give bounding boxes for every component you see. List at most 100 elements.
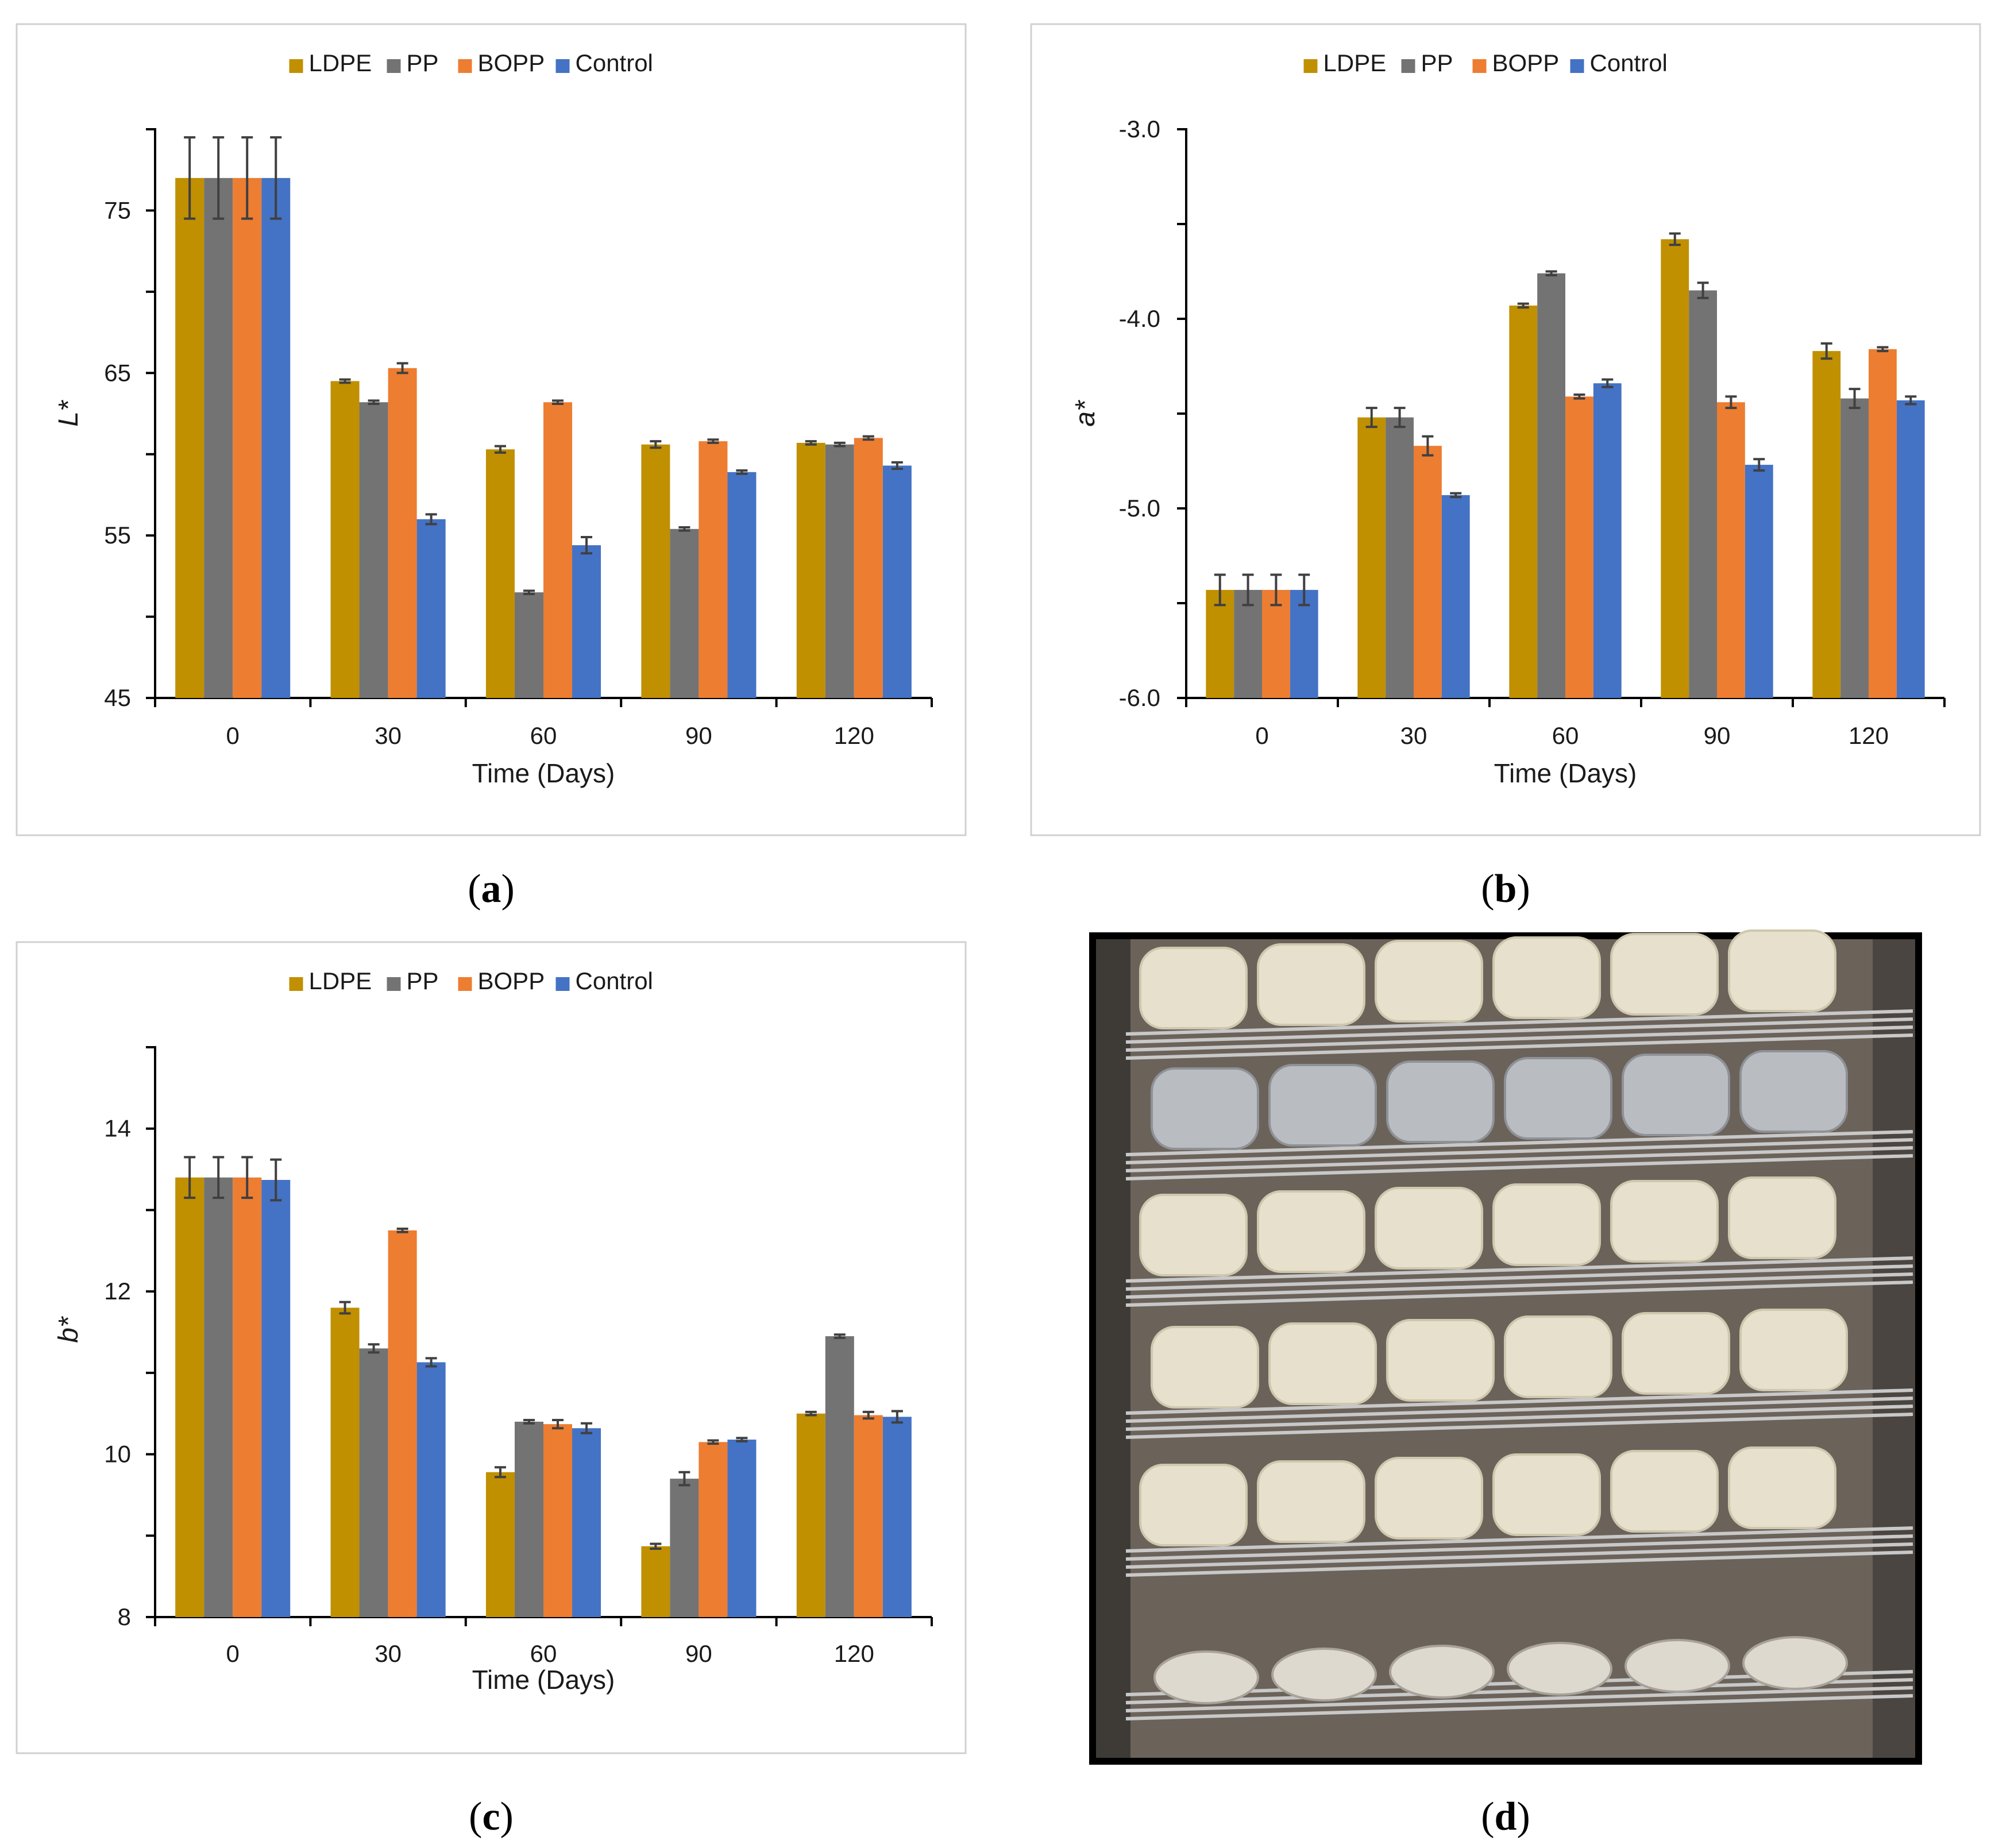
bar-c-control-0: [261, 1179, 291, 1617]
bar-b-control-30: [1441, 495, 1470, 698]
sample-bag: [1492, 1453, 1601, 1536]
bar-a-pp-0: [204, 178, 233, 698]
sample-bag: [1610, 1450, 1719, 1533]
legend-label-ldpe: LDPE: [309, 49, 372, 76]
chart-b-y-title: a*: [1070, 400, 1101, 427]
sample-bag: [1375, 940, 1483, 1023]
chart-c-y-tick-label: 12: [104, 1278, 131, 1305]
rack-wire: [1125, 1009, 1913, 1036]
bar-a-pp-30: [359, 402, 388, 698]
bar-b-pp-120: [1840, 398, 1869, 698]
chart-c-x-title: Time (Days): [472, 1665, 615, 1695]
legend-label-pp: PP: [407, 967, 439, 994]
legend-label-pp: PP: [1421, 49, 1453, 76]
rack-wire: [1125, 1272, 1913, 1299]
legend-label-bopp: BOPP: [478, 967, 545, 994]
error-bar: [833, 1333, 846, 1339]
legend-label-bopp: BOPP: [478, 49, 545, 76]
bar-a-bopp-90: [699, 441, 728, 698]
rack-wire: [1125, 1033, 1913, 1060]
error-bar: [736, 469, 748, 475]
error-bar: [494, 1466, 506, 1479]
chart-a-x-tick-label: 90: [685, 722, 712, 749]
bar-b-ldpe-90: [1661, 239, 1689, 698]
error-bar: [1214, 573, 1226, 607]
sample-bag: [1739, 1309, 1848, 1391]
chart-c-x-tick-label: 60: [530, 1640, 557, 1667]
error-bar: [1365, 407, 1377, 429]
legend-label-ldpe: LDPE: [1323, 49, 1387, 76]
error-bar: [1820, 342, 1832, 360]
chart-a-y-tick-label: 75: [104, 196, 131, 223]
bar-b-control-60: [1593, 383, 1622, 698]
rack-wire: [1125, 1017, 1913, 1044]
bar-b-control-120: [1896, 400, 1925, 698]
bar-c-pp-30: [359, 1348, 388, 1617]
rack-wire: [1125, 1146, 1913, 1172]
rack-wire: [1125, 1550, 1913, 1577]
bar-c-pp-0: [204, 1177, 233, 1617]
error-bar: [339, 1301, 351, 1315]
sample-bag: [1139, 1464, 1248, 1546]
sample-bag: [1257, 1460, 1365, 1543]
sample-bag: [1504, 1057, 1612, 1140]
chart-b-y-tick-label: -5.0: [1119, 495, 1160, 522]
sample-bag: [1728, 1176, 1836, 1259]
chart-b-y-tick-label: -4.0: [1119, 305, 1160, 332]
legend-swatch-pp: [387, 977, 401, 991]
bar-a-ldpe-0: [175, 178, 204, 698]
error-bar: [581, 1422, 593, 1434]
chart-panel-a: LDPE PP BOPP Control 45 55 65 75 0 30 60 90 120 Time …: [16, 23, 967, 836]
error-bar: [494, 445, 506, 454]
chart-b-x-tick-label: 60: [1552, 722, 1579, 749]
chart-c-x-tick-label: 90: [685, 1640, 712, 1667]
legend-swatch-control: [555, 977, 570, 991]
chart-c-x-tick-label: 0: [226, 1640, 240, 1667]
rack-wire: [1125, 1154, 1913, 1180]
error-bar: [425, 513, 437, 526]
error-bar: [678, 1471, 690, 1487]
chart-c-y-title: b*: [53, 1316, 84, 1343]
chart-b-y-tick-label: -3.0: [1119, 115, 1160, 142]
bar-c-pp-90: [670, 1479, 699, 1617]
photo-panel-d: [1089, 929, 1922, 1765]
legend-swatch-bopp: [1472, 59, 1487, 73]
rack-wire: [1125, 1686, 1913, 1712]
legend-swatch-ldpe: [1303, 59, 1318, 73]
bar-c-control-120: [882, 1417, 912, 1617]
error-bar: [270, 136, 282, 220]
rack-wire: [1125, 1280, 1913, 1307]
bar-c-control-60: [572, 1428, 601, 1617]
legend-label-pp: PP: [407, 49, 439, 76]
rack-wire: [1125, 1526, 1913, 1553]
error-bar: [862, 435, 874, 441]
sample-bag: [1622, 1312, 1730, 1395]
chart-b-legend: LDPE PP BOPP Control: [1303, 49, 1668, 76]
rack-wire: [1125, 1542, 1913, 1569]
chart-b-x-tick-label: 30: [1400, 722, 1427, 749]
legend-swatch-control: [555, 59, 570, 73]
bar-c-bopp-0: [233, 1177, 262, 1617]
bar-c-ldpe-120: [796, 1413, 825, 1617]
bar-a-ldpe-30: [330, 381, 360, 698]
error-bar: [833, 441, 846, 447]
petri-dish: [1624, 1639, 1730, 1693]
bar-a-bopp-60: [543, 402, 573, 698]
chart-a-y-tick-label: 45: [104, 684, 131, 711]
bar-a-ldpe-60: [485, 449, 515, 698]
sample-bag: [1504, 1315, 1612, 1398]
bar-b-bopp-120: [1869, 349, 1897, 698]
sample-bag: [1386, 1060, 1495, 1143]
error-bar: [1669, 232, 1681, 246]
bar-a-control-120: [882, 465, 912, 698]
bar-c-pp-120: [825, 1336, 854, 1617]
legend-swatch-bopp: [458, 59, 472, 73]
rack-wire: [1125, 1396, 1913, 1423]
chart-b-x-tick-label: 90: [1704, 722, 1731, 749]
legend-swatch-bopp: [458, 977, 472, 991]
bar-b-control-0: [1290, 589, 1318, 698]
rack-wire: [1125, 1534, 1913, 1561]
bar-c-ldpe-0: [175, 1177, 204, 1617]
error-bar: [805, 440, 817, 446]
